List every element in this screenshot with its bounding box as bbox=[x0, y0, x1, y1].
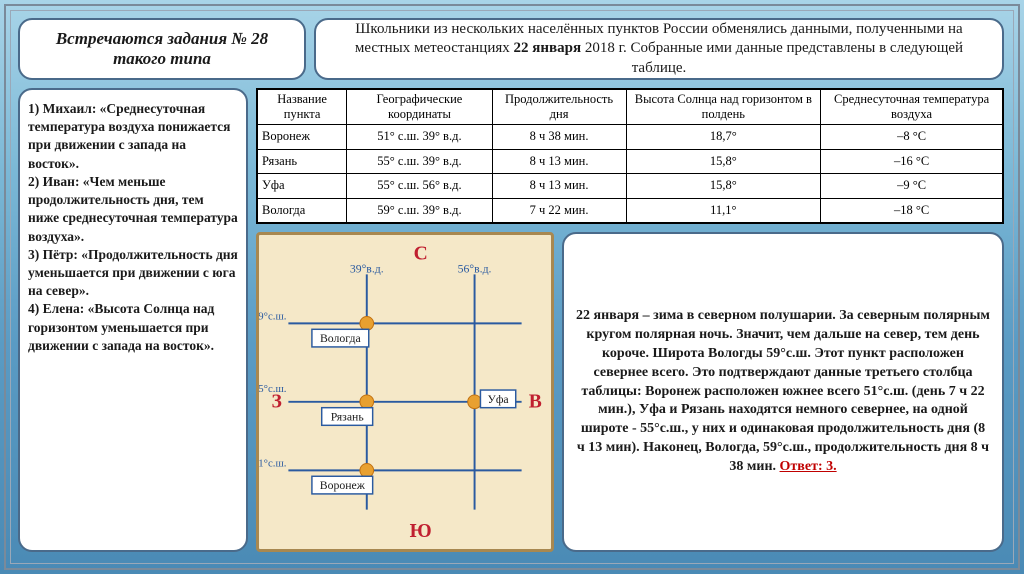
table-header: Среднесуточная температура воздуха bbox=[821, 90, 1003, 125]
lat-label-1: 55°с.ш. bbox=[259, 383, 286, 395]
table-row: Вологда59° с.ш. 39° в.д.7 ч 22 мин.11,1°… bbox=[258, 198, 1003, 223]
table-cell: 55° с.ш. 56° в.д. bbox=[347, 174, 492, 199]
svg-text:Воронеж: Воронеж bbox=[320, 479, 366, 492]
table-cell: 55° с.ш. 39° в.д. bbox=[347, 149, 492, 174]
table-cell: Вологда bbox=[258, 198, 347, 223]
compass-n: С bbox=[414, 244, 428, 265]
explanation-box: 22 января – зима в северном полушарии. З… bbox=[562, 232, 1004, 552]
table-header: Название пункта bbox=[258, 90, 347, 125]
svg-text:Уфа: Уфа bbox=[488, 393, 510, 406]
data-table-wrap: Название пунктаГеографические координаты… bbox=[256, 88, 1004, 224]
table-cell: –8 °С bbox=[821, 125, 1003, 150]
lat-label-2: 51°с.ш. bbox=[259, 457, 286, 469]
lon-label-0: 39°в.д. bbox=[350, 262, 384, 275]
table-cell: Рязань bbox=[258, 149, 347, 174]
table-cell: Воронеж bbox=[258, 125, 347, 150]
table-cell: 59° с.ш. 39° в.д. bbox=[347, 198, 492, 223]
svg-text:Рязань: Рязань bbox=[331, 410, 364, 423]
city-voronezh: Воронеж bbox=[312, 476, 373, 494]
data-table: Название пунктаГеографические координаты… bbox=[257, 89, 1003, 223]
table-header: Продолжительность дня bbox=[492, 90, 626, 125]
table-cell: 7 ч 22 мин. bbox=[492, 198, 626, 223]
title-text: Встречаются задания № 28 такого типа bbox=[32, 29, 292, 69]
table-cell: 15,8° bbox=[626, 174, 821, 199]
compass-e: В bbox=[529, 392, 542, 413]
city-ryazan: Рязань bbox=[322, 408, 373, 426]
explanation-text: 22 января – зима в северном полушарии. З… bbox=[576, 308, 990, 474]
lat-label-0: 59°с.ш. bbox=[259, 310, 286, 322]
city-ufa: Уфа bbox=[480, 390, 515, 408]
table-row: Рязань55° с.ш. 39° в.д.8 ч 13 мин.15,8°–… bbox=[258, 149, 1003, 174]
table-cell: 8 ч 13 мин. bbox=[492, 149, 626, 174]
table-cell: 51° с.ш. 39° в.д. bbox=[347, 125, 492, 150]
description-text: Школьники из нескольких населённых пункт… bbox=[328, 20, 990, 79]
table-cell: –18 °С bbox=[821, 198, 1003, 223]
table-header: Высота Солнца над горизонтом в полдень bbox=[626, 90, 821, 125]
city-vologda: Вологда bbox=[312, 329, 369, 347]
students-box: 1) Михаил: «Среднесуточная температура в… bbox=[18, 88, 248, 552]
table-cell: 18,7° bbox=[626, 125, 821, 150]
lon-label-1: 56°в.д. bbox=[458, 262, 492, 275]
table-cell: –16 °С bbox=[821, 149, 1003, 174]
table-cell: Уфа bbox=[258, 174, 347, 199]
table-cell: 15,8° bbox=[626, 149, 821, 174]
diagram-box: С Ю З В 39°в.д. 56°в.д. 59°с.ш. 55°с.ш. … bbox=[256, 232, 554, 552]
table-cell: 8 ч 38 мин. bbox=[492, 125, 626, 150]
table-header: Географические координаты bbox=[347, 90, 492, 125]
table-cell: 11,1° bbox=[626, 198, 821, 223]
svg-text:Вологда: Вологда bbox=[320, 332, 362, 345]
diagram-svg: С Ю З В 39°в.д. 56°в.д. 59°с.ш. 55°с.ш. … bbox=[259, 235, 551, 549]
compass-s: Ю bbox=[410, 521, 432, 542]
table-cell: –9 °С bbox=[821, 174, 1003, 199]
answer-text: Ответ: 3. bbox=[780, 459, 837, 474]
students-text: 1) Михаил: «Среднесуточная температура в… bbox=[28, 100, 238, 355]
slide-content: Встречаются задания № 28 такого типа Шко… bbox=[16, 16, 1008, 558]
table-row: Уфа55° с.ш. 56° в.д.8 ч 13 мин.15,8°–9 °… bbox=[258, 174, 1003, 199]
title-box: Встречаются задания № 28 такого типа bbox=[18, 18, 306, 80]
table-cell: 8 ч 13 мин. bbox=[492, 174, 626, 199]
description-box: Школьники из нескольких населённых пункт… bbox=[314, 18, 1004, 80]
table-row: Воронеж51° с.ш. 39° в.д.8 ч 38 мин.18,7°… bbox=[258, 125, 1003, 150]
